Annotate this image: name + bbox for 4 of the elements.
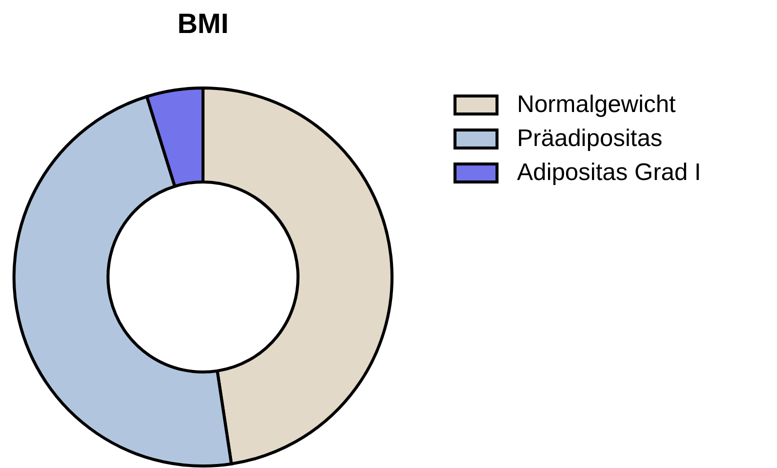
chart-title: BMI (176, 8, 230, 40)
legend-label: Präadipositas (517, 125, 662, 153)
legend-label: Adipositas Grad I (517, 159, 702, 187)
legend-label: Normalgewicht (517, 91, 676, 119)
